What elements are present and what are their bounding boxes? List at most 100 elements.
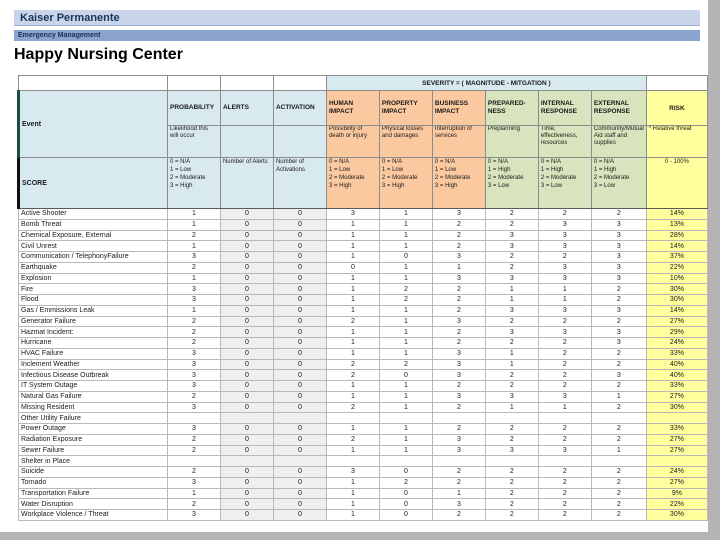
col-header-internal-response[interactable]: INTERNAL RESPONSE — [537, 90, 592, 126]
event-cell[interactable]: Sewer Failure — [18, 444, 168, 457]
desc-probability[interactable]: Likelihood this will occur — [166, 125, 221, 158]
internal-response-cell[interactable]: 1 — [537, 294, 592, 306]
probability-cell[interactable]: 3 — [166, 509, 221, 521]
activation-cell[interactable]: 0 — [272, 476, 327, 489]
alerts-cell[interactable]: 0 — [219, 487, 274, 500]
col-header-activation[interactable]: ACTIVATION — [272, 90, 327, 126]
score-activation[interactable]: Number of Activations — [272, 157, 327, 209]
internal-response-cell[interactable]: 2 — [537, 337, 592, 349]
internal-response-cell[interactable]: 2 — [537, 476, 592, 489]
risk-cell[interactable]: 14% — [645, 304, 709, 317]
score-risk[interactable]: 0 - 100% — [645, 157, 709, 209]
external-response-cell[interactable]: 2 — [590, 358, 647, 371]
alerts-cell[interactable]: 0 — [219, 390, 274, 403]
probability-cell[interactable]: 1 — [166, 208, 221, 220]
property-impact-cell[interactable]: 0 — [378, 498, 433, 510]
human-impact-cell[interactable]: 1 — [325, 272, 380, 285]
internal-response-cell[interactable]: 3 — [537, 240, 592, 252]
business-impact-cell[interactable]: 3 — [431, 498, 486, 510]
activation-cell[interactable]: 0 — [272, 283, 327, 295]
score-business-impact[interactable]: 0 = N/A 1 = Low 2 = Moderate 3 = High — [431, 157, 486, 209]
internal-response-cell[interactable]: 2 — [537, 251, 592, 263]
probability-cell[interactable]: 1 — [166, 487, 221, 500]
risk-cell[interactable]: 24% — [645, 337, 709, 349]
event-cell[interactable]: Communication / TelephonyFailure — [18, 251, 168, 263]
event-cell[interactable]: Workplace Violence / Threat — [18, 509, 168, 521]
risk-cell[interactable]: 27% — [645, 390, 709, 403]
probability-cell[interactable]: 3 — [166, 347, 221, 360]
risk-cell[interactable]: 14% — [645, 208, 709, 220]
business-impact-cell[interactable]: 2 — [431, 509, 486, 521]
spacer-cell[interactable] — [645, 75, 709, 91]
external-response-cell[interactable]: 3 — [590, 229, 647, 242]
risk-cell[interactable] — [645, 412, 709, 424]
property-impact-cell[interactable]: 1 — [378, 444, 433, 457]
risk-cell[interactable]: 27% — [645, 444, 709, 457]
alerts-cell[interactable] — [219, 412, 274, 424]
property-impact-cell[interactable]: 1 — [378, 229, 433, 242]
external-response-cell[interactable]: 2 — [590, 208, 647, 220]
probability-cell[interactable]: 3 — [166, 294, 221, 306]
preparedness-cell[interactable]: 2 — [484, 261, 539, 274]
activation-cell[interactable]: 0 — [272, 240, 327, 252]
event-cell[interactable]: Flood — [18, 294, 168, 306]
business-impact-cell[interactable]: 1 — [431, 261, 486, 274]
score-human-impact[interactable]: 0 = N/A 1 = Low 2 = Moderate 3 = High — [325, 157, 380, 209]
activation-cell[interactable]: 0 — [272, 294, 327, 306]
property-impact-cell[interactable]: 1 — [378, 261, 433, 274]
external-response-cell[interactable]: 2 — [590, 283, 647, 295]
internal-response-cell[interactable]: 3 — [537, 261, 592, 274]
risk-cell[interactable]: 27% — [645, 315, 709, 328]
preparedness-cell[interactable]: 2 — [484, 487, 539, 500]
preparedness-cell[interactable]: 2 — [484, 337, 539, 349]
preparedness-cell[interactable]: 2 — [484, 369, 539, 381]
activation-cell[interactable]: 0 — [272, 261, 327, 274]
score-property-impact[interactable]: 0 = N/A 1 = Low 2 = Moderate 3 = High — [378, 157, 433, 209]
probability-cell[interactable]: 3 — [166, 401, 221, 414]
business-impact-cell[interactable]: 2 — [431, 466, 486, 478]
spacer-cell[interactable] — [166, 75, 221, 91]
preparedness-cell[interactable]: 2 — [484, 423, 539, 435]
activation-cell[interactable]: 0 — [272, 444, 327, 457]
human-impact-cell[interactable]: 2 — [325, 369, 380, 381]
activation-cell[interactable]: 0 — [272, 358, 327, 371]
external-response-cell[interactable]: 2 — [590, 498, 647, 510]
event-cell[interactable]: Other Utility Failure — [18, 412, 168, 424]
risk-cell[interactable]: 24% — [645, 466, 709, 478]
col-header-property-impact[interactable]: PROPERTY IMPACT — [378, 90, 433, 126]
external-response-cell[interactable]: 3 — [590, 304, 647, 317]
desc-alerts[interactable] — [219, 125, 274, 158]
internal-response-cell[interactable]: 1 — [537, 283, 592, 295]
external-response-cell[interactable]: 3 — [590, 272, 647, 285]
activation-cell[interactable]: 0 — [272, 369, 327, 381]
probability-cell[interactable]: 3 — [166, 358, 221, 371]
alerts-cell[interactable]: 0 — [219, 294, 274, 306]
risk-cell[interactable]: 27% — [645, 476, 709, 489]
probability-cell[interactable]: 2 — [166, 229, 221, 242]
preparedness-cell[interactable]: 3 — [484, 390, 539, 403]
property-impact-cell[interactable]: 1 — [378, 315, 433, 328]
desc-internal-response[interactable]: Time, effectiveness, resources — [537, 125, 592, 158]
event-cell[interactable]: Water Disruption — [18, 498, 168, 510]
score-alerts[interactable]: Number of Alerts — [219, 157, 274, 209]
alerts-cell[interactable]: 0 — [219, 326, 274, 338]
alerts-cell[interactable]: 0 — [219, 251, 274, 263]
probability-cell[interactable]: 2 — [166, 326, 221, 338]
event-cell[interactable]: HVAC Failure — [18, 347, 168, 360]
activation-cell[interactable]: 0 — [272, 509, 327, 521]
event-cell[interactable]: IT System Outage — [18, 380, 168, 392]
business-impact-cell[interactable]: 3 — [431, 315, 486, 328]
col-header-alerts[interactable]: ALERTS — [219, 90, 274, 126]
risk-cell[interactable]: 33% — [645, 423, 709, 435]
human-impact-cell[interactable]: 2 — [325, 315, 380, 328]
col-header-external-response[interactable]: EXTERNAL RESPONSE — [590, 90, 647, 126]
property-impact-cell[interactable]: 1 — [378, 433, 433, 446]
internal-response-cell[interactable]: 2 — [537, 498, 592, 510]
preparedness-cell[interactable]: 2 — [484, 218, 539, 231]
property-impact-cell[interactable]: 1 — [378, 208, 433, 220]
alerts-cell[interactable]: 0 — [219, 283, 274, 295]
probability-cell[interactable]: 2 — [166, 337, 221, 349]
alerts-cell[interactable]: 0 — [219, 240, 274, 252]
activation-cell[interactable]: 0 — [272, 208, 327, 220]
alerts-cell[interactable]: 0 — [219, 272, 274, 285]
